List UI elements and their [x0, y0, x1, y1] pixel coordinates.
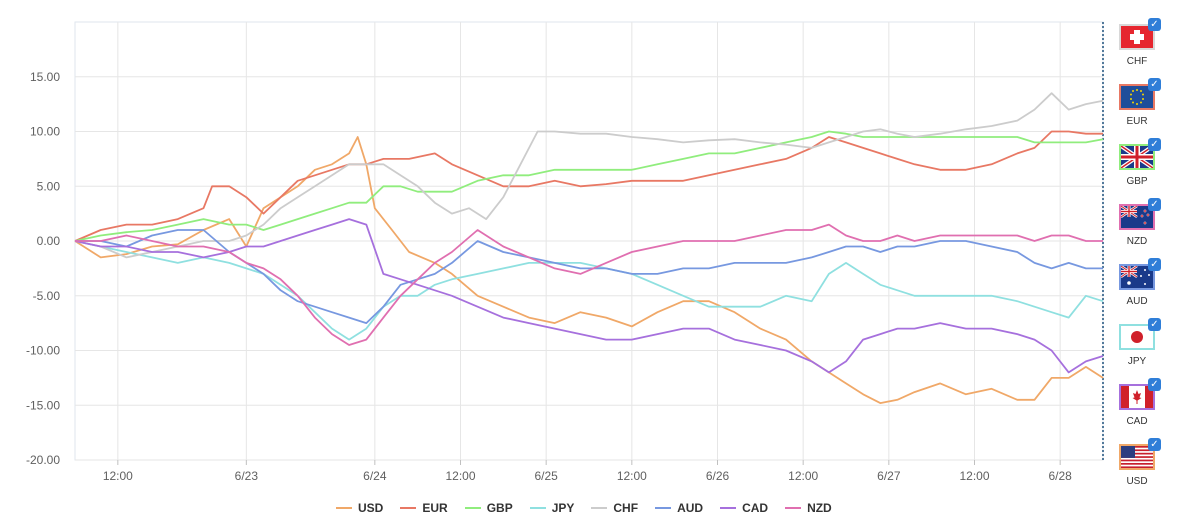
cad-flag-icon	[1119, 384, 1155, 410]
series-line-usd	[74, 136, 1104, 404]
check-icon: ✓	[1148, 318, 1161, 331]
check-icon: ✓	[1148, 258, 1161, 271]
x-tick-label: 12:00	[617, 469, 647, 483]
flag-label: JPY	[1127, 356, 1147, 367]
flag-label: AUD	[1126, 296, 1148, 307]
legend-label: EUR	[422, 501, 448, 515]
legend-item-gbp[interactable]: GBP	[464, 498, 513, 518]
y-tick-label: -20.00	[26, 453, 60, 467]
legend-swatch	[655, 507, 672, 509]
series-line-cad	[74, 218, 1104, 374]
legend-item-eur[interactable]: EUR	[400, 498, 448, 518]
legend-item-aud[interactable]: AUD	[655, 498, 703, 518]
y-tick-label: 5.00	[37, 179, 61, 193]
check-icon: ✓	[1148, 378, 1161, 391]
legend-item-usd[interactable]: USD	[336, 498, 383, 518]
legend-swatch	[529, 507, 546, 509]
y-tick-label: 0.00	[37, 234, 61, 248]
legend-label: CHF	[613, 501, 639, 515]
legend-label: GBP	[486, 501, 513, 515]
legend-item-cad[interactable]: CAD	[720, 498, 768, 518]
y-tick-label: 10.00	[30, 125, 60, 139]
flag-item-aud[interactable]: ✓ AUD	[1116, 258, 1164, 316]
legend-swatch	[464, 507, 481, 509]
check-icon: ✓	[1148, 138, 1161, 151]
legend-item-jpy[interactable]: JPY	[529, 498, 575, 518]
grid	[74, 21, 1104, 461]
series-line-nzd	[75, 223, 1103, 346]
flag-item-nzd[interactable]: ✓ NZD	[1116, 198, 1164, 256]
series-line-eur	[74, 130, 1103, 242]
x-tick-label: 12:00	[103, 469, 133, 483]
flag-label: USD	[1126, 476, 1148, 487]
flag-label: NZD	[1126, 236, 1148, 247]
series-line-aud	[75, 229, 1103, 324]
jpy-flag-icon	[1119, 324, 1155, 350]
flag-label: GBP	[1126, 176, 1148, 187]
legend-label: AUD	[677, 501, 704, 515]
legend-swatch	[336, 507, 352, 509]
check-icon: ✓	[1148, 78, 1161, 91]
y-tick-label: -15.00	[26, 398, 60, 412]
x-tick-label: 12:00	[959, 469, 989, 483]
flag-item-cad[interactable]: ✓ CAD	[1116, 378, 1164, 436]
currency-flag-panel: ✓ CHF ✓ EUR ✓ GBP ✓ NZD ✓ AUD ✓ JPY	[1106, 18, 1180, 498]
legend-label: USD	[358, 501, 384, 515]
legend-swatch	[785, 507, 802, 509]
check-icon: ✓	[1148, 438, 1161, 451]
flag-item-jpy[interactable]: ✓ JPY	[1116, 318, 1164, 376]
x-tick-label: 12:00	[788, 469, 818, 483]
check-icon: ✓	[1148, 18, 1161, 31]
legend-swatch	[591, 507, 608, 509]
y-tick-label: 15.00	[30, 70, 60, 84]
chart: 15.00 10.00 5.00 0.00 -5.00 -10.00 -15.00 -20.0…	[26, 21, 1104, 483]
check-icon: ✓	[1148, 198, 1161, 211]
series-line-gbp	[74, 130, 1104, 242]
x-tick-label: 6/24	[363, 469, 387, 483]
flag-item-gbp[interactable]: ✓ GBP	[1116, 138, 1164, 196]
axes: 15.00 10.00 5.00 0.00 -5.00 -10.00 -15.00 -20.0…	[26, 22, 1104, 483]
legend-label: NZD	[807, 501, 832, 515]
flag-label: EUR	[1126, 116, 1148, 127]
x-tick-label: 12:00	[445, 469, 475, 483]
x-tick-label: 6/28	[1048, 469, 1072, 483]
x-tick-label: 6/27	[877, 469, 901, 483]
y-tick-label: -10.00	[26, 344, 60, 358]
flag-item-usd[interactable]: ✓ USD	[1116, 438, 1164, 496]
flag-label: CHF	[1126, 56, 1148, 67]
flag-item-eur[interactable]: ✓ EUR	[1116, 78, 1164, 136]
y-tick-label: -5.00	[33, 289, 61, 303]
x-tick-label: 6/26	[706, 469, 730, 483]
flag-label: CAD	[1126, 416, 1148, 427]
x-tick-label: 6/23	[235, 469, 259, 483]
legend-item-chf[interactable]: CHF	[591, 498, 638, 518]
flag-item-chf[interactable]: ✓ CHF	[1116, 18, 1164, 76]
legend-label: JPY	[551, 501, 575, 515]
legend-swatch	[400, 507, 417, 509]
series-lines	[74, 92, 1104, 404]
legend-item-nzd[interactable]: NZD	[785, 498, 832, 518]
aud-flag-icon	[1119, 264, 1155, 290]
chart-legend: USD EUR GBP JPY CHF AUD CAD NZD	[336, 498, 849, 518]
x-tick-label: 6/25	[534, 469, 558, 483]
legend-label: CAD	[742, 501, 769, 515]
legend-swatch	[720, 507, 737, 509]
series-line-chf	[74, 92, 1104, 259]
